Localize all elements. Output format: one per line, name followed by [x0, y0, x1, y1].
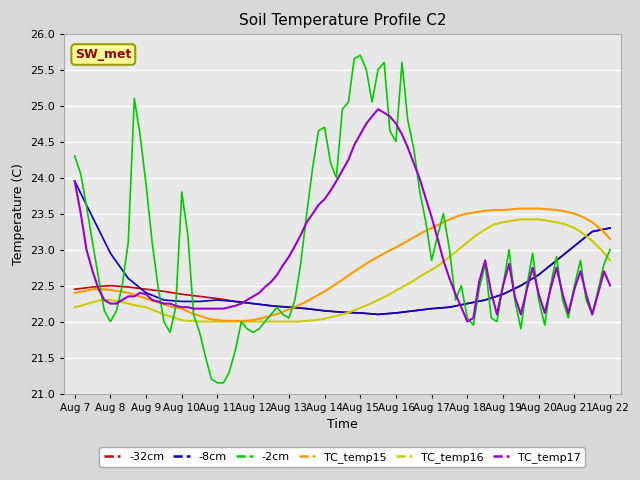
Text: SW_met: SW_met	[75, 48, 131, 61]
Legend: -32cm, -8cm, -2cm, TC_temp15, TC_temp16, TC_temp17: -32cm, -8cm, -2cm, TC_temp15, TC_temp16,…	[99, 447, 586, 467]
Y-axis label: Temperature (C): Temperature (C)	[12, 163, 24, 264]
Title: Soil Temperature Profile C2: Soil Temperature Profile C2	[239, 13, 446, 28]
X-axis label: Time: Time	[327, 418, 358, 431]
